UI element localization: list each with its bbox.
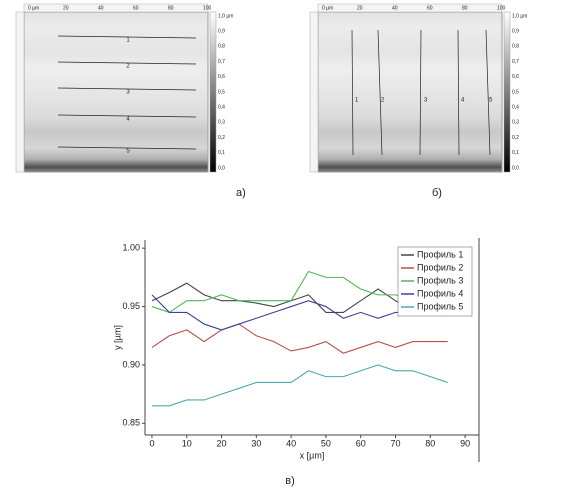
profile-line (377, 29, 383, 156)
ruler-tick-label: 0 µm (322, 5, 333, 11)
ruler-tick-label: 60 (427, 5, 433, 11)
ruler (309, 11, 319, 173)
x-tick-label: 10 (182, 438, 192, 448)
y-tick-label: 1.00 (122, 243, 140, 253)
x-tick-label: 90 (460, 438, 470, 448)
ruler-tick-label: 20 (357, 5, 363, 11)
legend-label: Профиль 3 (417, 275, 463, 285)
x-axis-label: x [µm] (300, 450, 325, 460)
series-line (151, 323, 448, 354)
ruler-tick-label: 20 (63, 5, 69, 11)
scan-image (317, 11, 503, 173)
x-tick-label: 80 (425, 438, 435, 448)
profile-line (351, 29, 354, 156)
ruler-tick-label: 60 (133, 5, 139, 11)
x-tick-label: 60 (356, 438, 366, 448)
legend-label: Профиль 1 (417, 249, 463, 259)
profile-label: 4 (126, 117, 130, 123)
ruler (23, 3, 209, 13)
scan-image (23, 11, 209, 173)
y-tick-label: 0.85 (122, 418, 140, 428)
x-tick-label: 30 (251, 438, 261, 448)
scale-tick-label: 0,0 (218, 165, 225, 171)
scale-tick-label: 1,0 µm (512, 13, 527, 19)
x-tick-label: 40 (286, 438, 296, 448)
scale-tick-label: 0,8 (512, 44, 519, 50)
x-tick-label: 20 (217, 438, 227, 448)
profile-line (457, 29, 460, 156)
profile-label: 4 (461, 98, 465, 104)
y-tick-label: 0.95 (122, 301, 140, 311)
profile-label: 3 (424, 98, 428, 104)
profile-line (485, 29, 491, 156)
profile-line (57, 114, 197, 118)
scale-tick-label: 0,9 (512, 29, 519, 35)
panel-label: в) (285, 475, 295, 487)
profile-label: 2 (381, 98, 385, 104)
scale-tick-label: 0,2 (512, 135, 519, 141)
ruler (317, 3, 503, 13)
scale-tick-label: 0,1 (218, 150, 225, 156)
color-scale (209, 11, 217, 173)
profile-label: 1 (355, 98, 359, 104)
x-tick-label: 70 (390, 438, 400, 448)
scale-tick-label: 0,6 (218, 74, 225, 80)
scale-tick-label: 0,0 (512, 165, 519, 171)
panel-label: а) (236, 187, 246, 199)
scale-tick-label: 1,0 µm (218, 13, 233, 19)
scan-panels: 0 µm 20 40 60 80 100 1,0 µm 0,9 0,8 0,7 0,6 0,5 0,4 0… (15, 3, 527, 199)
legend-label: Профиль 4 (417, 288, 463, 298)
scale-tick-label: 0,3 (512, 120, 519, 126)
y-axis-label: y [µm] (112, 325, 122, 350)
scale-tick-label: 0,2 (218, 135, 225, 141)
legend-label: Профиль 2 (417, 262, 463, 272)
x-tick-label: 50 (321, 438, 331, 448)
panel-label: б) (432, 187, 442, 199)
scale-tick-label: 0,1 (512, 150, 519, 156)
ruler-tick-label: 100 (203, 5, 212, 11)
profile-line (57, 146, 197, 150)
profile-line (57, 61, 197, 65)
scale-tick-label: 0,8 (218, 44, 225, 50)
scale-tick-label: 0,4 (512, 105, 519, 111)
profile-label: 3 (126, 90, 130, 96)
profile-line (57, 87, 197, 91)
color-scale (503, 11, 511, 173)
ruler-tick-label: 40 (98, 5, 104, 11)
profile-line (57, 35, 197, 39)
scale-tick-label: 0,5 (512, 89, 519, 95)
ruler (15, 11, 25, 173)
scale-tick-label: 0,7 (218, 59, 225, 65)
profile-label: 2 (126, 64, 130, 70)
profile-line (419, 29, 422, 156)
scale-tick-label: 0,9 (218, 29, 225, 35)
ruler-tick-label: 80 (462, 5, 468, 11)
profile-label: 5 (126, 149, 130, 155)
ruler-tick-label: 0 µm (28, 5, 39, 11)
ruler-tick-label: 80 (168, 5, 174, 11)
profile-label: 1 (126, 38, 130, 44)
x-tick-label: 0 (149, 438, 154, 448)
y-tick-label: 0.90 (122, 359, 140, 369)
line-chart: 0.85 0.90 0.95 1.00 0 10 20 30 40 50 60 70 80 90 x [µm… (112, 238, 480, 462)
scale-tick-label: 0,4 (218, 105, 225, 111)
scale-tick-label: 0,7 (512, 59, 519, 65)
ruler-tick-label: 100 (497, 5, 506, 11)
scale-tick-label: 0,5 (218, 89, 225, 95)
legend-label: Профиль 5 (417, 301, 463, 311)
profile-label: 5 (489, 98, 493, 104)
scale-tick-label: 0,6 (512, 74, 519, 80)
series-line (151, 364, 448, 407)
ruler-tick-label: 40 (392, 5, 398, 11)
scale-tick-label: 0,3 (218, 120, 225, 126)
